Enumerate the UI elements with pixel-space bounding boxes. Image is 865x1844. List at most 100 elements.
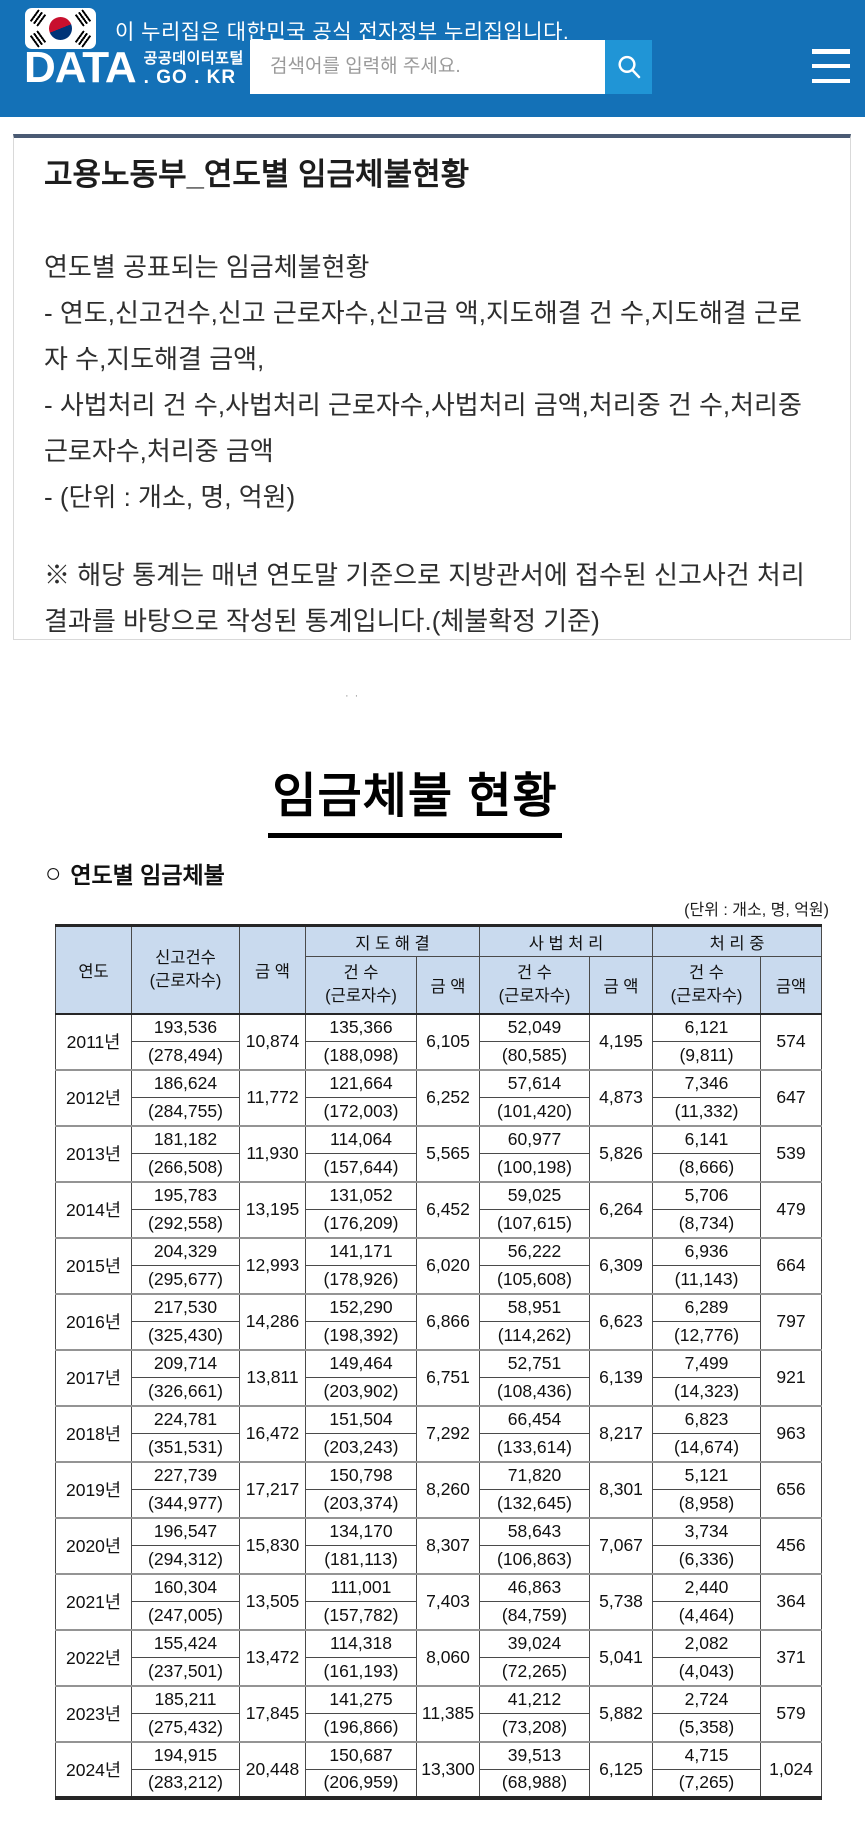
header-guidance-amount: 금 액: [415, 956, 481, 1015]
table-row-workers: (266,508) (157,644) (100,198) (8,666): [56, 1153, 822, 1182]
wage-arrears-table: 연도 신고건수 (근로자수) 금 액 지 도 해 결 사 법 처 리 처 리 중…: [55, 924, 823, 1800]
guidance-workers-cell: (203,243): [305, 1433, 417, 1462]
reported-workers-cell: (278,494): [131, 1041, 240, 1070]
judicial-amount-cell: 6,309: [589, 1236, 654, 1294]
pending-workers-cell: (11,332): [652, 1097, 762, 1126]
pending-amount-cell: 656: [760, 1460, 823, 1518]
guidance-count-cell: 131,052: [305, 1180, 417, 1210]
judicial-amount-cell: 5,826: [589, 1124, 654, 1182]
pending-amount-cell: 371: [760, 1628, 823, 1686]
header-group-pending: 처 리 중: [652, 925, 823, 957]
guidance-workers-cell: (196,866): [305, 1713, 417, 1742]
header-year: 연도: [55, 925, 132, 1015]
pending-count-cell: 3,734: [652, 1516, 762, 1546]
header-workers-label: (근로자수): [670, 986, 743, 1005]
year-cell: 2011년: [55, 1012, 132, 1070]
dataset-card: 고용노동부_연도별 임금체불현황 연도별 공표되는 임금체불현황 - 연도,신고…: [13, 134, 851, 640]
pending-amount-cell: 664: [760, 1236, 823, 1294]
judicial-workers-cell: (114,262): [479, 1321, 591, 1350]
guidance-amount-cell: 7,403: [415, 1572, 481, 1630]
judicial-amount-cell: 6,125: [589, 1740, 654, 1798]
reported-amount-cell: 11,930: [239, 1124, 306, 1182]
dataset-description: 연도별 공표되는 임금체불현황 - 연도,신고건수,신고 근로자수,신고금 액,…: [44, 244, 820, 520]
table-row-workers: (326,661) (203,902) (108,436) (14,323): [56, 1377, 822, 1406]
pending-count-cell: 2,724: [652, 1684, 762, 1714]
reported-count-cell: 227,739: [131, 1460, 240, 1490]
guidance-workers-cell: (203,902): [305, 1377, 417, 1406]
year-cell: 2016년: [55, 1292, 132, 1350]
table-row-main: 2014년 195,783 13,195 131,052 6,452 59,025 6,26…: [55, 1180, 823, 1238]
judicial-amount-cell: 6,139: [589, 1348, 654, 1406]
judicial-count-cell: 66,454: [479, 1404, 591, 1434]
hamburger-menu-icon[interactable]: [812, 49, 850, 83]
search-icon: [617, 55, 640, 79]
guidance-count-cell: 114,064: [305, 1124, 417, 1154]
judicial-workers-cell: (133,614): [479, 1433, 591, 1462]
header-count-label: 건 수: [689, 963, 724, 982]
table-row-main: 2011년 193,536 10,874 135,366 6,105 52,049 4,19…: [55, 1012, 823, 1070]
judicial-amount-cell: 8,217: [589, 1404, 654, 1462]
search-input[interactable]: [250, 40, 605, 94]
judicial-workers-cell: (132,645): [479, 1489, 591, 1518]
pending-count-cell: 6,823: [652, 1404, 762, 1434]
description-line: - 사법처리 건 수,사법처리 근로자수,사법처리 금액,처리중 건 수,처리중…: [44, 390, 802, 466]
pending-count-cell: 6,936: [652, 1236, 762, 1266]
guidance-workers-cell: (206,959): [305, 1769, 417, 1798]
table-row-workers: (278,494) (188,098) (80,585) (9,811): [56, 1041, 822, 1070]
judicial-count-cell: 52,751: [479, 1348, 591, 1378]
guidance-amount-cell: 8,307: [415, 1516, 481, 1574]
reported-amount-cell: 11,772: [239, 1068, 306, 1126]
judicial-workers-cell: (72,265): [479, 1657, 591, 1686]
header-reported-workers: (근로자수): [149, 971, 222, 990]
pending-workers-cell: (7,265): [652, 1769, 762, 1798]
pending-amount-cell: 647: [760, 1068, 823, 1126]
judicial-amount-cell: 4,873: [589, 1068, 654, 1126]
data-go-kr-logo[interactable]: DATA 공공데이터포털 . GO . KR: [24, 46, 244, 90]
judicial-workers-cell: (100,198): [479, 1153, 591, 1182]
reported-count-cell: 195,783: [131, 1180, 240, 1210]
reported-workers-cell: (266,508): [131, 1153, 240, 1182]
logo-domain: . GO . KR: [143, 67, 237, 88]
header-group-guidance: 지 도 해 결: [304, 925, 481, 957]
header-guidance-count: 건 수 (근로자수): [305, 956, 417, 1015]
official-site-notice: 이 누리집은 대한민국 공식 전자정부 누리집입니다.: [115, 21, 570, 44]
table-row-workers: (237,501) (161,193) (72,265) (4,043): [56, 1657, 822, 1686]
search-box: [250, 40, 652, 94]
judicial-workers-cell: (68,988): [479, 1769, 591, 1798]
table-row-workers: (247,005) (157,782) (84,759) (4,464): [56, 1601, 822, 1630]
year-cell: 2018년: [55, 1404, 132, 1462]
header-group-judicial: 사 법 처 리: [479, 925, 654, 957]
judicial-amount-cell: 6,623: [589, 1292, 654, 1350]
pending-amount-cell: 921: [760, 1348, 823, 1406]
search-button[interactable]: [605, 40, 652, 94]
flag-trigram-icon: [74, 9, 92, 27]
judicial-workers-cell: (84,759): [479, 1601, 591, 1630]
pending-workers-cell: (8,666): [652, 1153, 762, 1182]
guidance-count-cell: 121,664: [305, 1068, 417, 1098]
judicial-count-cell: 57,614: [479, 1068, 591, 1098]
reported-workers-cell: (294,312): [131, 1545, 240, 1574]
reported-workers-cell: (284,755): [131, 1097, 240, 1126]
judicial-workers-cell: (107,615): [479, 1209, 591, 1238]
pending-amount-cell: 479: [760, 1180, 823, 1238]
reported-count-cell: 196,547: [131, 1516, 240, 1546]
guidance-count-cell: 114,318: [305, 1628, 417, 1658]
pending-workers-cell: (4,043): [652, 1657, 762, 1686]
reported-workers-cell: (295,677): [131, 1265, 240, 1294]
table-row-workers: (325,430) (198,392) (114,262) (12,776): [56, 1321, 822, 1350]
reported-workers-cell: (237,501): [131, 1657, 240, 1686]
reported-workers-cell: (326,661): [131, 1377, 240, 1406]
judicial-count-cell: 58,643: [479, 1516, 591, 1546]
reported-count-cell: 209,714: [131, 1348, 240, 1378]
circle-bullet-icon: ○: [45, 858, 62, 888]
guidance-amount-cell: 5,565: [415, 1124, 481, 1182]
pending-workers-cell: (12,776): [652, 1321, 762, 1350]
unit-note: (단위 : 개소, 명, 억원): [684, 902, 829, 919]
header-amount: 금 액: [239, 925, 306, 1015]
header-workers-label: (근로자수): [325, 986, 397, 1005]
guidance-amount-cell: 6,020: [415, 1236, 481, 1294]
pending-count-cell: 5,706: [652, 1180, 762, 1210]
judicial-count-cell: 59,025: [479, 1180, 591, 1210]
guidance-amount-cell: 13,300: [415, 1740, 481, 1798]
judicial-workers-cell: (106,863): [479, 1545, 591, 1574]
